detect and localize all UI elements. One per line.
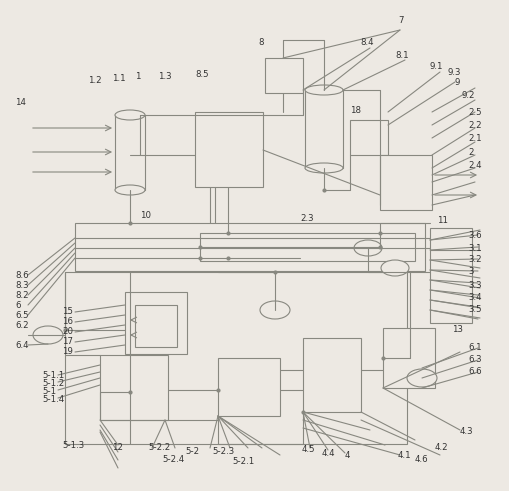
- Text: 6.1: 6.1: [467, 344, 480, 353]
- Text: 5-2.3: 5-2.3: [212, 447, 234, 457]
- Text: 15: 15: [62, 307, 73, 317]
- Ellipse shape: [115, 185, 145, 195]
- Text: 6.3: 6.3: [467, 355, 480, 364]
- Text: 3.2: 3.2: [467, 255, 480, 265]
- Text: 3.5: 3.5: [467, 305, 480, 315]
- Text: 6: 6: [15, 300, 20, 309]
- Text: 8: 8: [258, 37, 263, 47]
- Bar: [379, 155, 431, 210]
- Ellipse shape: [304, 163, 343, 173]
- Text: 2.1: 2.1: [467, 134, 480, 142]
- Text: 8.5: 8.5: [194, 70, 208, 79]
- Bar: [217, 358, 279, 416]
- Bar: [265, 58, 302, 93]
- Bar: [65, 272, 406, 444]
- Text: 4.3: 4.3: [459, 428, 473, 436]
- Text: 2.3: 2.3: [299, 214, 313, 222]
- Text: 5-1.1: 5-1.1: [42, 371, 64, 380]
- Text: 5-1.2: 5-1.2: [42, 379, 64, 387]
- Text: 19: 19: [62, 348, 73, 356]
- Text: 1: 1: [135, 72, 140, 81]
- Ellipse shape: [304, 85, 343, 95]
- Ellipse shape: [115, 110, 145, 120]
- Bar: [125, 292, 187, 354]
- Ellipse shape: [33, 326, 63, 344]
- Text: 6.4: 6.4: [15, 340, 29, 350]
- Text: 9.2: 9.2: [461, 90, 474, 100]
- Text: 7: 7: [397, 16, 403, 25]
- Text: 3: 3: [467, 268, 472, 276]
- Text: 8.6: 8.6: [15, 271, 29, 279]
- Bar: [349, 120, 387, 155]
- Text: 5-1: 5-1: [42, 387, 56, 397]
- Ellipse shape: [406, 369, 436, 387]
- Ellipse shape: [380, 260, 408, 276]
- Bar: [304, 90, 343, 168]
- Text: 3.1: 3.1: [467, 244, 480, 252]
- Text: 9: 9: [454, 78, 460, 86]
- Bar: [429, 228, 471, 323]
- Text: 14: 14: [15, 98, 26, 107]
- Text: 9.1: 9.1: [429, 61, 443, 71]
- Text: 20: 20: [62, 327, 73, 336]
- Text: 5-2.4: 5-2.4: [162, 456, 184, 464]
- Text: 9.3: 9.3: [447, 67, 461, 77]
- Text: 5-1.4: 5-1.4: [42, 395, 64, 405]
- Bar: [302, 338, 360, 412]
- Text: 18: 18: [349, 106, 360, 114]
- Text: 8.1: 8.1: [394, 51, 408, 59]
- Text: 3.6: 3.6: [467, 230, 480, 240]
- Text: 6.5: 6.5: [15, 310, 29, 320]
- Text: 4.5: 4.5: [301, 445, 315, 455]
- Text: 4.4: 4.4: [321, 448, 335, 458]
- Text: 8.2: 8.2: [15, 291, 29, 300]
- Text: 11: 11: [436, 216, 447, 224]
- Text: 17: 17: [62, 337, 73, 347]
- Bar: [135, 305, 177, 347]
- Text: 10: 10: [140, 211, 151, 219]
- Text: 1.2: 1.2: [88, 76, 101, 84]
- Text: 13: 13: [451, 326, 462, 334]
- Bar: [115, 115, 145, 190]
- Text: 12: 12: [112, 443, 123, 453]
- Text: 8.3: 8.3: [15, 280, 29, 290]
- Bar: [382, 328, 434, 388]
- Text: 1.1: 1.1: [112, 74, 125, 82]
- Bar: [100, 355, 167, 420]
- Text: 8.4: 8.4: [359, 37, 373, 47]
- Text: 4.2: 4.2: [434, 443, 448, 453]
- Text: 5-2.1: 5-2.1: [232, 458, 254, 466]
- Ellipse shape: [260, 301, 290, 319]
- Text: 2.2: 2.2: [467, 120, 480, 130]
- Text: 5-2.2: 5-2.2: [148, 443, 170, 453]
- Bar: [200, 233, 414, 261]
- Text: 2.4: 2.4: [467, 161, 480, 169]
- Text: 3.3: 3.3: [467, 280, 480, 290]
- Text: 4.6: 4.6: [414, 456, 428, 464]
- Text: 2.5: 2.5: [467, 108, 480, 116]
- Ellipse shape: [353, 240, 381, 256]
- Bar: [194, 112, 263, 187]
- Text: 4: 4: [344, 451, 350, 460]
- Text: 5-1.3: 5-1.3: [62, 440, 84, 449]
- Bar: [75, 223, 424, 271]
- Text: 5-2: 5-2: [185, 447, 199, 457]
- Text: 16: 16: [62, 318, 73, 327]
- Text: 4.1: 4.1: [397, 451, 411, 460]
- Text: 6.2: 6.2: [15, 321, 29, 329]
- Text: 6.6: 6.6: [467, 367, 480, 377]
- Text: 2: 2: [467, 147, 472, 157]
- Text: 3.4: 3.4: [467, 294, 480, 302]
- Text: 1.3: 1.3: [158, 72, 172, 81]
